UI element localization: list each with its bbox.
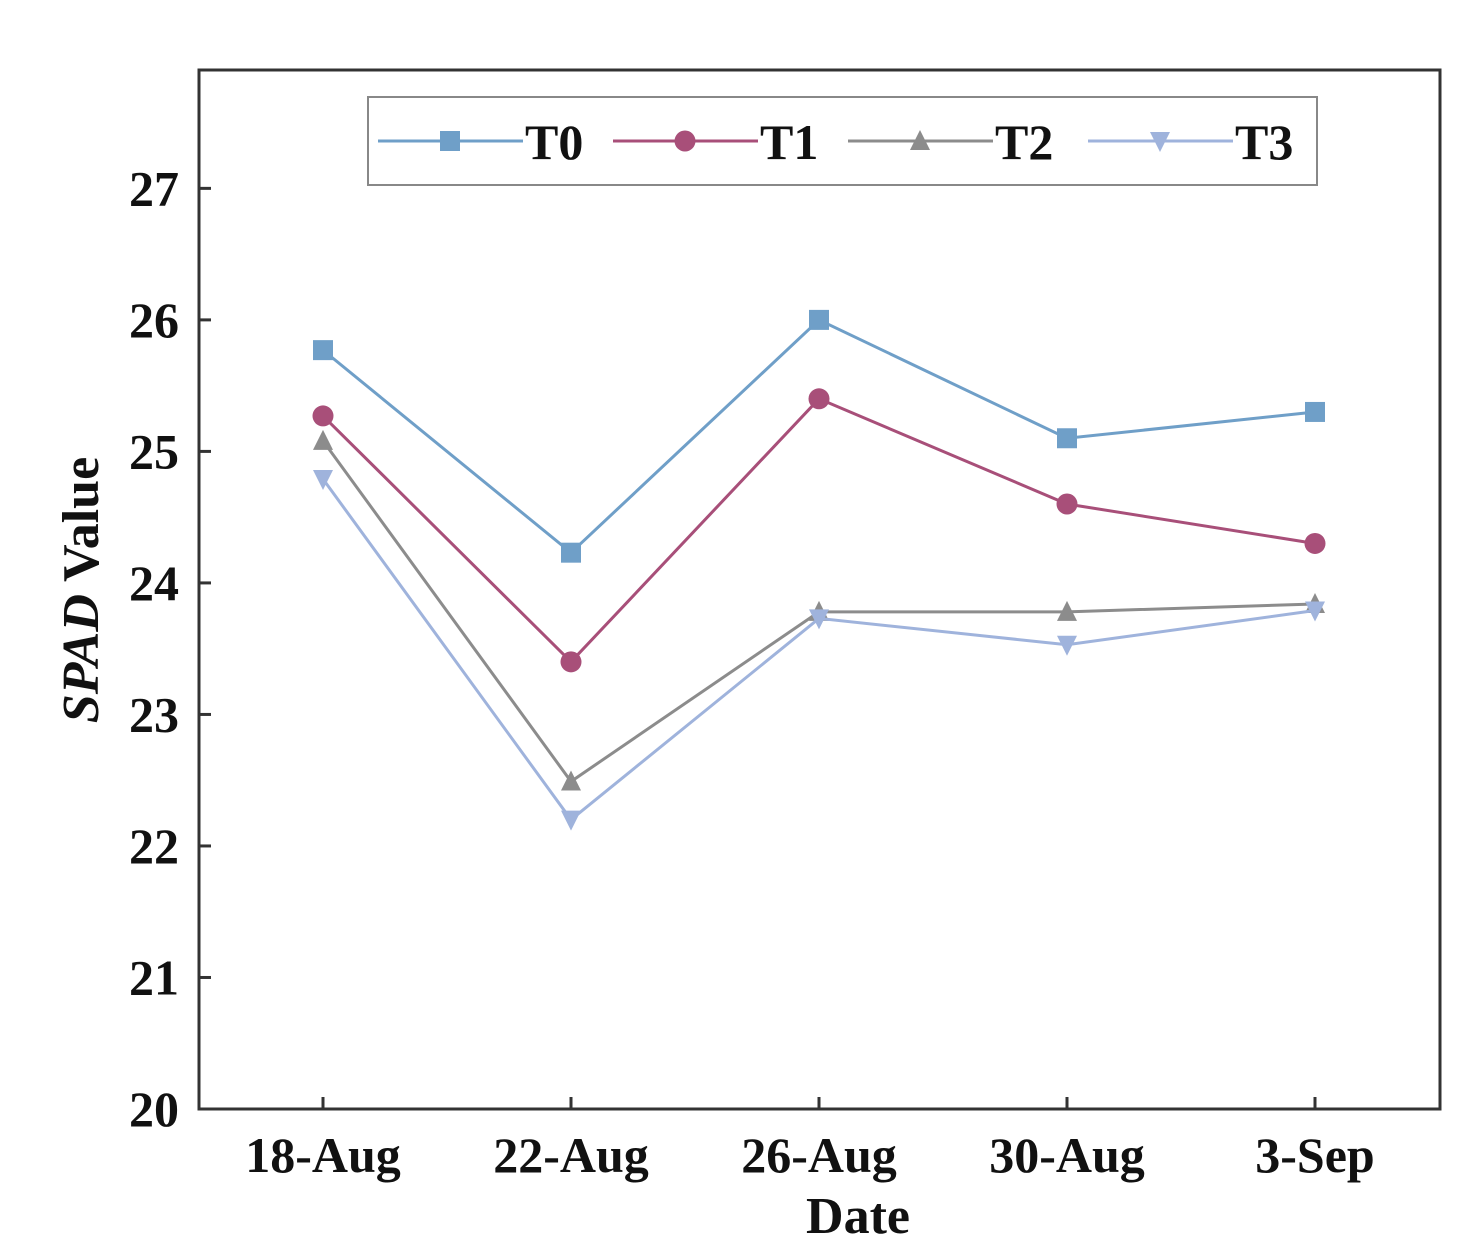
y-tick-label-23: 23 xyxy=(129,686,179,742)
legend-marker-T2 xyxy=(910,130,930,150)
legend-label-T0: T0 xyxy=(525,114,583,170)
legend-label-T3: T3 xyxy=(1235,114,1293,170)
series-line-T0 xyxy=(322,318,1316,555)
legend-item-T3: T3 xyxy=(1088,114,1293,170)
x-tick-label-18-Aug: 18-Aug xyxy=(245,1127,401,1183)
y-tick-label-27: 27 xyxy=(129,160,179,216)
x-axis-title: Date xyxy=(806,1188,910,1245)
y-axis-title: SPAD Value xyxy=(53,457,110,723)
point-T2-30-Aug xyxy=(1057,600,1077,621)
legend-label-T2: T2 xyxy=(995,114,1053,170)
point-T1-26-Aug xyxy=(808,388,830,410)
y-tick-label-22: 22 xyxy=(129,818,179,874)
y-axis: 20 21 22 23 24 25 26 27 xyxy=(129,160,211,1137)
x-tick-label-30-Aug: 30-Aug xyxy=(989,1127,1145,1183)
y-axis-title-rest: Value xyxy=(53,457,110,594)
x-tick-label-22-Aug: 22-Aug xyxy=(493,1127,649,1183)
x-tick-label-3-Sep: 3-Sep xyxy=(1255,1127,1374,1183)
point-T1-18-Aug xyxy=(312,405,334,427)
point-T3-26-Aug xyxy=(809,609,829,630)
legend-item-T2: T2 xyxy=(848,114,1053,170)
point-T0-22-Aug xyxy=(561,542,581,563)
series-layer xyxy=(312,309,1326,831)
legend-item-T0: T0 xyxy=(378,114,583,170)
legend-marker-T3 xyxy=(1150,132,1170,152)
point-T2-18-Aug xyxy=(313,429,333,450)
legend-marker-T1 xyxy=(674,130,696,152)
point-T0-30-Aug xyxy=(1057,428,1077,449)
point-T0-26-Aug xyxy=(809,309,829,330)
y-tick-label-25: 25 xyxy=(129,423,179,479)
plot-frame xyxy=(197,68,1442,1111)
x-axis: 18-Aug 22-Aug 26-Aug 30-Aug 3-Sep xyxy=(245,1097,1375,1183)
point-T0-18-Aug xyxy=(313,340,333,361)
point-T1-30-Aug xyxy=(1056,493,1078,515)
point-T3-3-Sep xyxy=(1305,601,1325,622)
point-T1-22-Aug xyxy=(560,651,582,673)
y-axis-title-italic: SPAD xyxy=(53,594,110,723)
legend: T0 T1 T2 T3 xyxy=(367,96,1318,186)
point-T1-3-Sep xyxy=(1304,532,1326,554)
series-line-T3 xyxy=(321,478,1316,822)
legend-item-T1: T1 xyxy=(613,114,818,170)
point-T3-18-Aug xyxy=(313,470,333,491)
y-tick-label-21: 21 xyxy=(129,949,179,1005)
y-tick-label-24: 24 xyxy=(129,555,179,611)
series-T1 xyxy=(312,388,1326,673)
y-tick-label-20: 20 xyxy=(129,1081,179,1137)
series-T0 xyxy=(313,309,1325,563)
legend-marker-T0 xyxy=(440,131,460,151)
point-T2-22-Aug xyxy=(561,770,581,791)
y-tick-label-26: 26 xyxy=(129,292,179,348)
point-T3-30-Aug xyxy=(1057,635,1077,656)
x-tick-label-26-Aug: 26-Aug xyxy=(741,1127,897,1183)
point-T3-22-Aug xyxy=(561,810,581,831)
legend-label-T1: T1 xyxy=(760,114,818,170)
point-T0-3-Sep xyxy=(1305,401,1325,422)
series-T3 xyxy=(313,470,1325,831)
